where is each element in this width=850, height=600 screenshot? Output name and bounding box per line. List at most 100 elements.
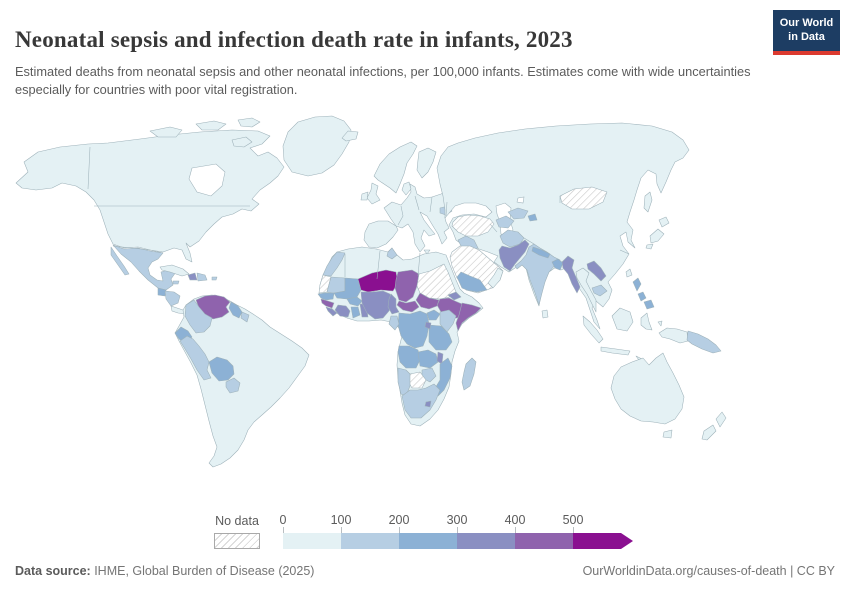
country-senegal[interactable]	[317, 292, 335, 301]
country-australia[interactable]	[610, 352, 685, 439]
country-guyana[interactable]	[228, 301, 243, 319]
region-honduras-nicaragua[interactable]	[164, 290, 181, 307]
country-central-african-republic[interactable]	[396, 300, 420, 313]
country-japan[interactable]	[645, 216, 670, 250]
island-sakhalin[interactable]	[643, 191, 653, 213]
country-burkina-faso[interactable]	[346, 296, 363, 307]
country-jamaica[interactable]	[172, 280, 180, 285]
country-papua-new-guinea[interactable]	[686, 330, 722, 354]
country-sierra-leone[interactable]	[325, 306, 338, 317]
country-thailand[interactable]	[575, 267, 597, 313]
country-ireland[interactable]	[360, 191, 369, 201]
country-philippines[interactable]	[632, 277, 655, 310]
country-eritrea[interactable]	[447, 291, 462, 301]
island-taiwan[interactable]	[625, 268, 633, 278]
country-drc[interactable]	[397, 310, 430, 349]
legend-no-data-swatch[interactable]	[214, 533, 260, 549]
country-afghanistan[interactable]	[499, 229, 525, 248]
country-peru[interactable]	[179, 335, 212, 381]
legend-bin-0[interactable]	[283, 533, 341, 549]
country-somalia[interactable]	[455, 302, 482, 332]
country-uzbekistan[interactable]	[507, 207, 529, 220]
country-dominican-republic[interactable]	[196, 272, 208, 282]
country-greenland[interactable]	[282, 115, 352, 177]
country-puerto-rico[interactable]	[211, 276, 218, 281]
country-south-sudan[interactable]	[415, 292, 440, 310]
country-indonesia[interactable]	[582, 307, 663, 364]
country-tunisia[interactable]	[386, 247, 398, 260]
country-mongolia[interactable]	[559, 186, 608, 210]
country-south-africa[interactable]	[401, 383, 441, 419]
legend-bin-300[interactable]	[457, 533, 515, 549]
country-suriname[interactable]	[240, 311, 250, 323]
region-south-america[interactable]	[174, 294, 310, 468]
page-title: Neonatal sepsis and infection death rate…	[15, 27, 573, 53]
legend-bin-200[interactable]	[399, 533, 457, 549]
country-western-sahara[interactable]	[318, 274, 332, 294]
country-cameroon[interactable]	[387, 293, 400, 315]
country-zambia[interactable]	[417, 349, 439, 369]
country-uganda[interactable]	[426, 309, 441, 321]
region-europe[interactable]	[383, 176, 458, 253]
country-guatemala[interactable]	[157, 287, 167, 297]
country-denmark[interactable]	[401, 181, 412, 196]
region-asia[interactable]	[436, 122, 690, 330]
country-turkey[interactable]	[451, 214, 495, 237]
country-iceland[interactable]	[341, 130, 359, 142]
region-arctic-islands[interactable]	[149, 117, 261, 148]
country-kenya[interactable]	[439, 309, 457, 333]
country-madagascar[interactable]	[461, 357, 477, 391]
legend-tick-label: 400	[504, 513, 526, 527]
region-scandinavia[interactable]	[373, 141, 418, 194]
region-rwanda-burundi[interactable]	[424, 321, 432, 330]
legend-tick-label: 200	[388, 513, 410, 527]
island-sicily[interactable]	[423, 249, 431, 255]
country-cote-divoire[interactable]	[334, 304, 351, 318]
country-guinea[interactable]	[320, 298, 335, 309]
country-chad[interactable]	[394, 269, 420, 303]
legend-bin-500[interactable]	[573, 533, 633, 549]
region-north-america[interactable]	[15, 129, 285, 263]
country-india[interactable]	[514, 243, 561, 306]
country-turkmenistan[interactable]	[495, 215, 515, 229]
rights-link[interactable]: OurWorldinData.org/causes-of-death | CC …	[582, 564, 835, 578]
country-bangladesh[interactable]	[551, 258, 564, 271]
country-pakistan[interactable]	[498, 239, 530, 272]
region-west-new-guinea[interactable]	[658, 327, 689, 344]
country-uk[interactable]	[366, 182, 381, 205]
country-yemen[interactable]	[456, 271, 488, 293]
country-tanzania[interactable]	[428, 324, 453, 351]
country-lesotho[interactable]	[424, 400, 432, 408]
region-iberia[interactable]	[363, 220, 399, 249]
data-source-label: Data source:	[15, 564, 91, 578]
country-paraguay[interactable]	[225, 377, 241, 394]
country-namibia[interactable]	[397, 367, 411, 397]
region-gabon-congo[interactable]	[388, 315, 400, 331]
country-morocco[interactable]	[322, 251, 346, 277]
country-sri-lanka[interactable]	[541, 309, 549, 319]
country-cambodia[interactable]	[591, 284, 608, 297]
country-haiti[interactable]	[187, 272, 198, 281]
country-bolivia[interactable]	[208, 356, 235, 382]
country-angola[interactable]	[397, 345, 421, 369]
country-tajikistan[interactable]	[527, 213, 538, 222]
country-ghana[interactable]	[350, 306, 361, 319]
owid-logo[interactable]: Our World in Data	[773, 10, 840, 55]
country-laos[interactable]	[586, 260, 607, 282]
country-nigeria[interactable]	[360, 290, 393, 320]
country-new-zealand[interactable]	[701, 411, 727, 441]
country-finland[interactable]	[416, 147, 437, 179]
country-mozambique[interactable]	[433, 357, 453, 397]
country-oman[interactable]	[487, 267, 504, 289]
legend-bin-100[interactable]	[341, 533, 399, 549]
country-myanmar[interactable]	[561, 255, 581, 294]
legend-bin-400[interactable]	[515, 533, 573, 549]
country-mexico[interactable]	[110, 244, 177, 291]
legend-tick-mark	[515, 527, 516, 533]
country-nepal[interactable]	[531, 246, 551, 259]
country-colombia[interactable]	[184, 299, 213, 334]
owid-logo-line1: Our World	[779, 17, 834, 29]
country-cuba[interactable]	[159, 264, 190, 277]
legend-bar[interactable]	[283, 533, 633, 549]
